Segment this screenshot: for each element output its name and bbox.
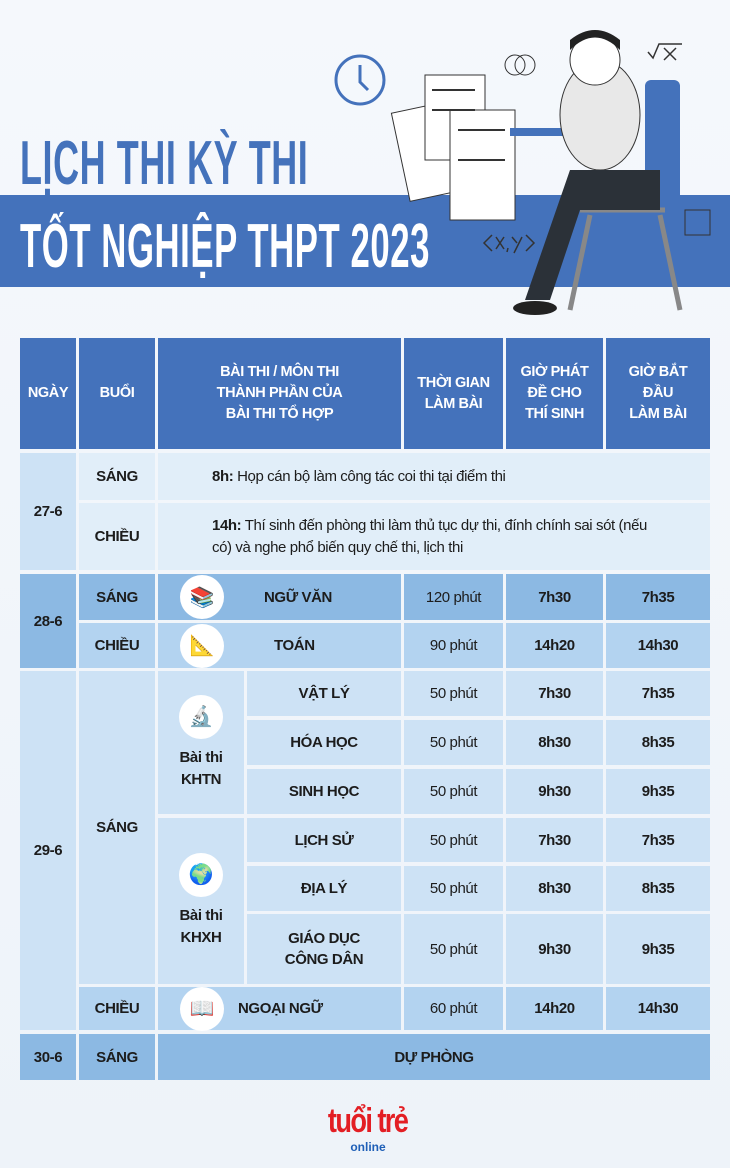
duration: 50 phút <box>404 914 503 984</box>
header-start: GIỜ BẮT ĐẦU LÀM BÀI <box>606 338 710 449</box>
title-line2: TỐT NGHIỆP THPT 2023 <box>20 212 430 281</box>
subject-toan: 📐 TOÁN <box>158 623 401 668</box>
hand-out-time: 14h20 <box>506 987 603 1030</box>
header-hand-out: GIỜ PHÁT ĐỀ CHO THÍ SINH <box>506 338 603 449</box>
date-29-6: 29-6 <box>20 671 76 1030</box>
duration: 50 phút <box>404 818 503 862</box>
books-icon: 📚 <box>180 575 224 619</box>
note-morning: 8h: Họp cán bộ làm công tác coi thi tại … <box>158 453 710 500</box>
header-duration: THỜI GIAN LÀM BÀI <box>404 338 503 449</box>
group-khxh: 🌍 Bài thi KHXH <box>158 818 244 984</box>
duration: 50 phút <box>404 720 503 765</box>
start-time: 9h35 <box>606 769 710 814</box>
duration: 120 phút <box>404 574 503 620</box>
session-morning: SÁNG <box>79 453 155 500</box>
title-line1: LỊCH THI KỲ THI <box>20 129 309 198</box>
subject-ngu-van: 📚 NGỮ VĂN <box>158 574 401 620</box>
logo-main: tuổi trẻ <box>328 1102 409 1140</box>
tuoi-tre-logo: tuổi trẻ online <box>318 1102 418 1154</box>
math-icon: 📐 <box>180 623 224 668</box>
header-session: BUỔI <box>79 338 155 449</box>
subject-name: VẬT LÝ <box>247 671 401 716</box>
logo-sub: online <box>350 1140 386 1154</box>
start-time: 9h35 <box>606 914 710 984</box>
start-time: 14h30 <box>606 623 710 668</box>
duration: 90 phút <box>404 623 503 668</box>
hand-out-time: 7h30 <box>506 671 603 716</box>
duration: 60 phút <box>404 987 503 1030</box>
student-illustration <box>334 30 711 315</box>
science-icon: 🔬 <box>179 694 223 739</box>
duration: 50 phút <box>404 769 503 814</box>
date-27-6: 27-6 <box>20 453 76 570</box>
start-time: 14h30 <box>606 987 710 1030</box>
session-afternoon: CHIỀU <box>79 987 155 1030</box>
session-afternoon: CHIỀU <box>79 503 155 570</box>
session-morning: SÁNG <box>79 1034 155 1080</box>
hand-out-time: 14h20 <box>506 623 603 668</box>
header-subject: BÀI THI / MÔN THI THÀNH PHẦN CỦA BÀI THI… <box>158 338 401 449</box>
hand-out-time: 9h30 <box>506 914 603 984</box>
duration: 50 phút <box>404 671 503 716</box>
duration: 50 phút <box>404 866 503 911</box>
hand-out-time: 9h30 <box>506 769 603 814</box>
language-book-icon: 📖 <box>180 986 224 1031</box>
sqrt-doodle <box>647 43 682 61</box>
subject-name: ĐỊA LÝ <box>247 866 401 911</box>
subject-name: LỊCH SỬ <box>247 818 401 862</box>
note-afternoon: 14h: Thí sinh đến phòng thi làm thủ tục … <box>158 503 710 570</box>
start-time: 7h35 <box>606 818 710 862</box>
session: CHIỀU <box>79 623 155 668</box>
hand-out-time: 8h30 <box>506 720 603 765</box>
start-time: 7h35 <box>606 671 710 716</box>
session-morning: SÁNG <box>79 671 155 984</box>
subject-ngoai-ngu: 📖 NGOẠI NGỮ <box>158 986 401 1031</box>
reserve-note: DỰ PHÒNG <box>158 1034 710 1080</box>
date-28-6: 28-6 <box>20 574 76 668</box>
header-date: NGÀY <box>20 338 76 449</box>
hand-out-time: 7h30 <box>506 818 603 862</box>
hand-out-time: 8h30 <box>506 866 603 911</box>
hand-out-time: 7h30 <box>506 574 603 620</box>
session: SÁNG <box>79 574 155 620</box>
date-30-6: 30-6 <box>20 1034 76 1080</box>
start-time: 7h35 <box>606 574 710 620</box>
start-time: 8h35 <box>606 720 710 765</box>
subject-name: GIÁO DỤC CÔNG DÂN <box>247 914 401 984</box>
group-khtn: 🔬 Bài thi KHTN <box>158 671 244 814</box>
subject-name: HÓA HỌC <box>247 720 401 765</box>
globe-icon: 🌍 <box>179 853 223 897</box>
subject-name: SINH HỌC <box>247 769 401 814</box>
start-time: 8h35 <box>606 866 710 911</box>
coordinate-doodle <box>482 234 536 254</box>
